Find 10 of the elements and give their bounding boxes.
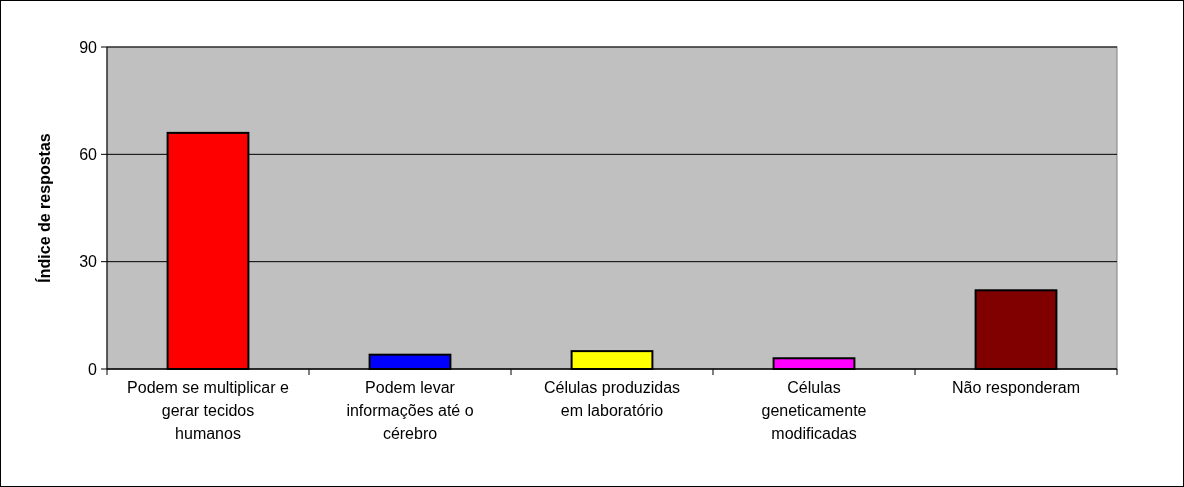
x-tick-label: Células produzidas em laboratório — [543, 379, 681, 419]
y-tick-label: 60 — [79, 145, 98, 163]
x-tick-label: Podem se multiplicar e gerar tecidos humanos — [127, 379, 290, 442]
x-tick-label: Não responderam — [951, 379, 1081, 396]
y-axis-title: Índice de respostas — [35, 133, 53, 283]
y-tick-label: 30 — [79, 253, 98, 271]
x-tick-label: Podem levar informações até o cérebro — [346, 379, 474, 442]
x-tick-label: Células geneticamente modificadas — [761, 379, 867, 442]
y-tick-label: 0 — [88, 360, 98, 378]
y-tick-label: 90 — [79, 38, 98, 56]
